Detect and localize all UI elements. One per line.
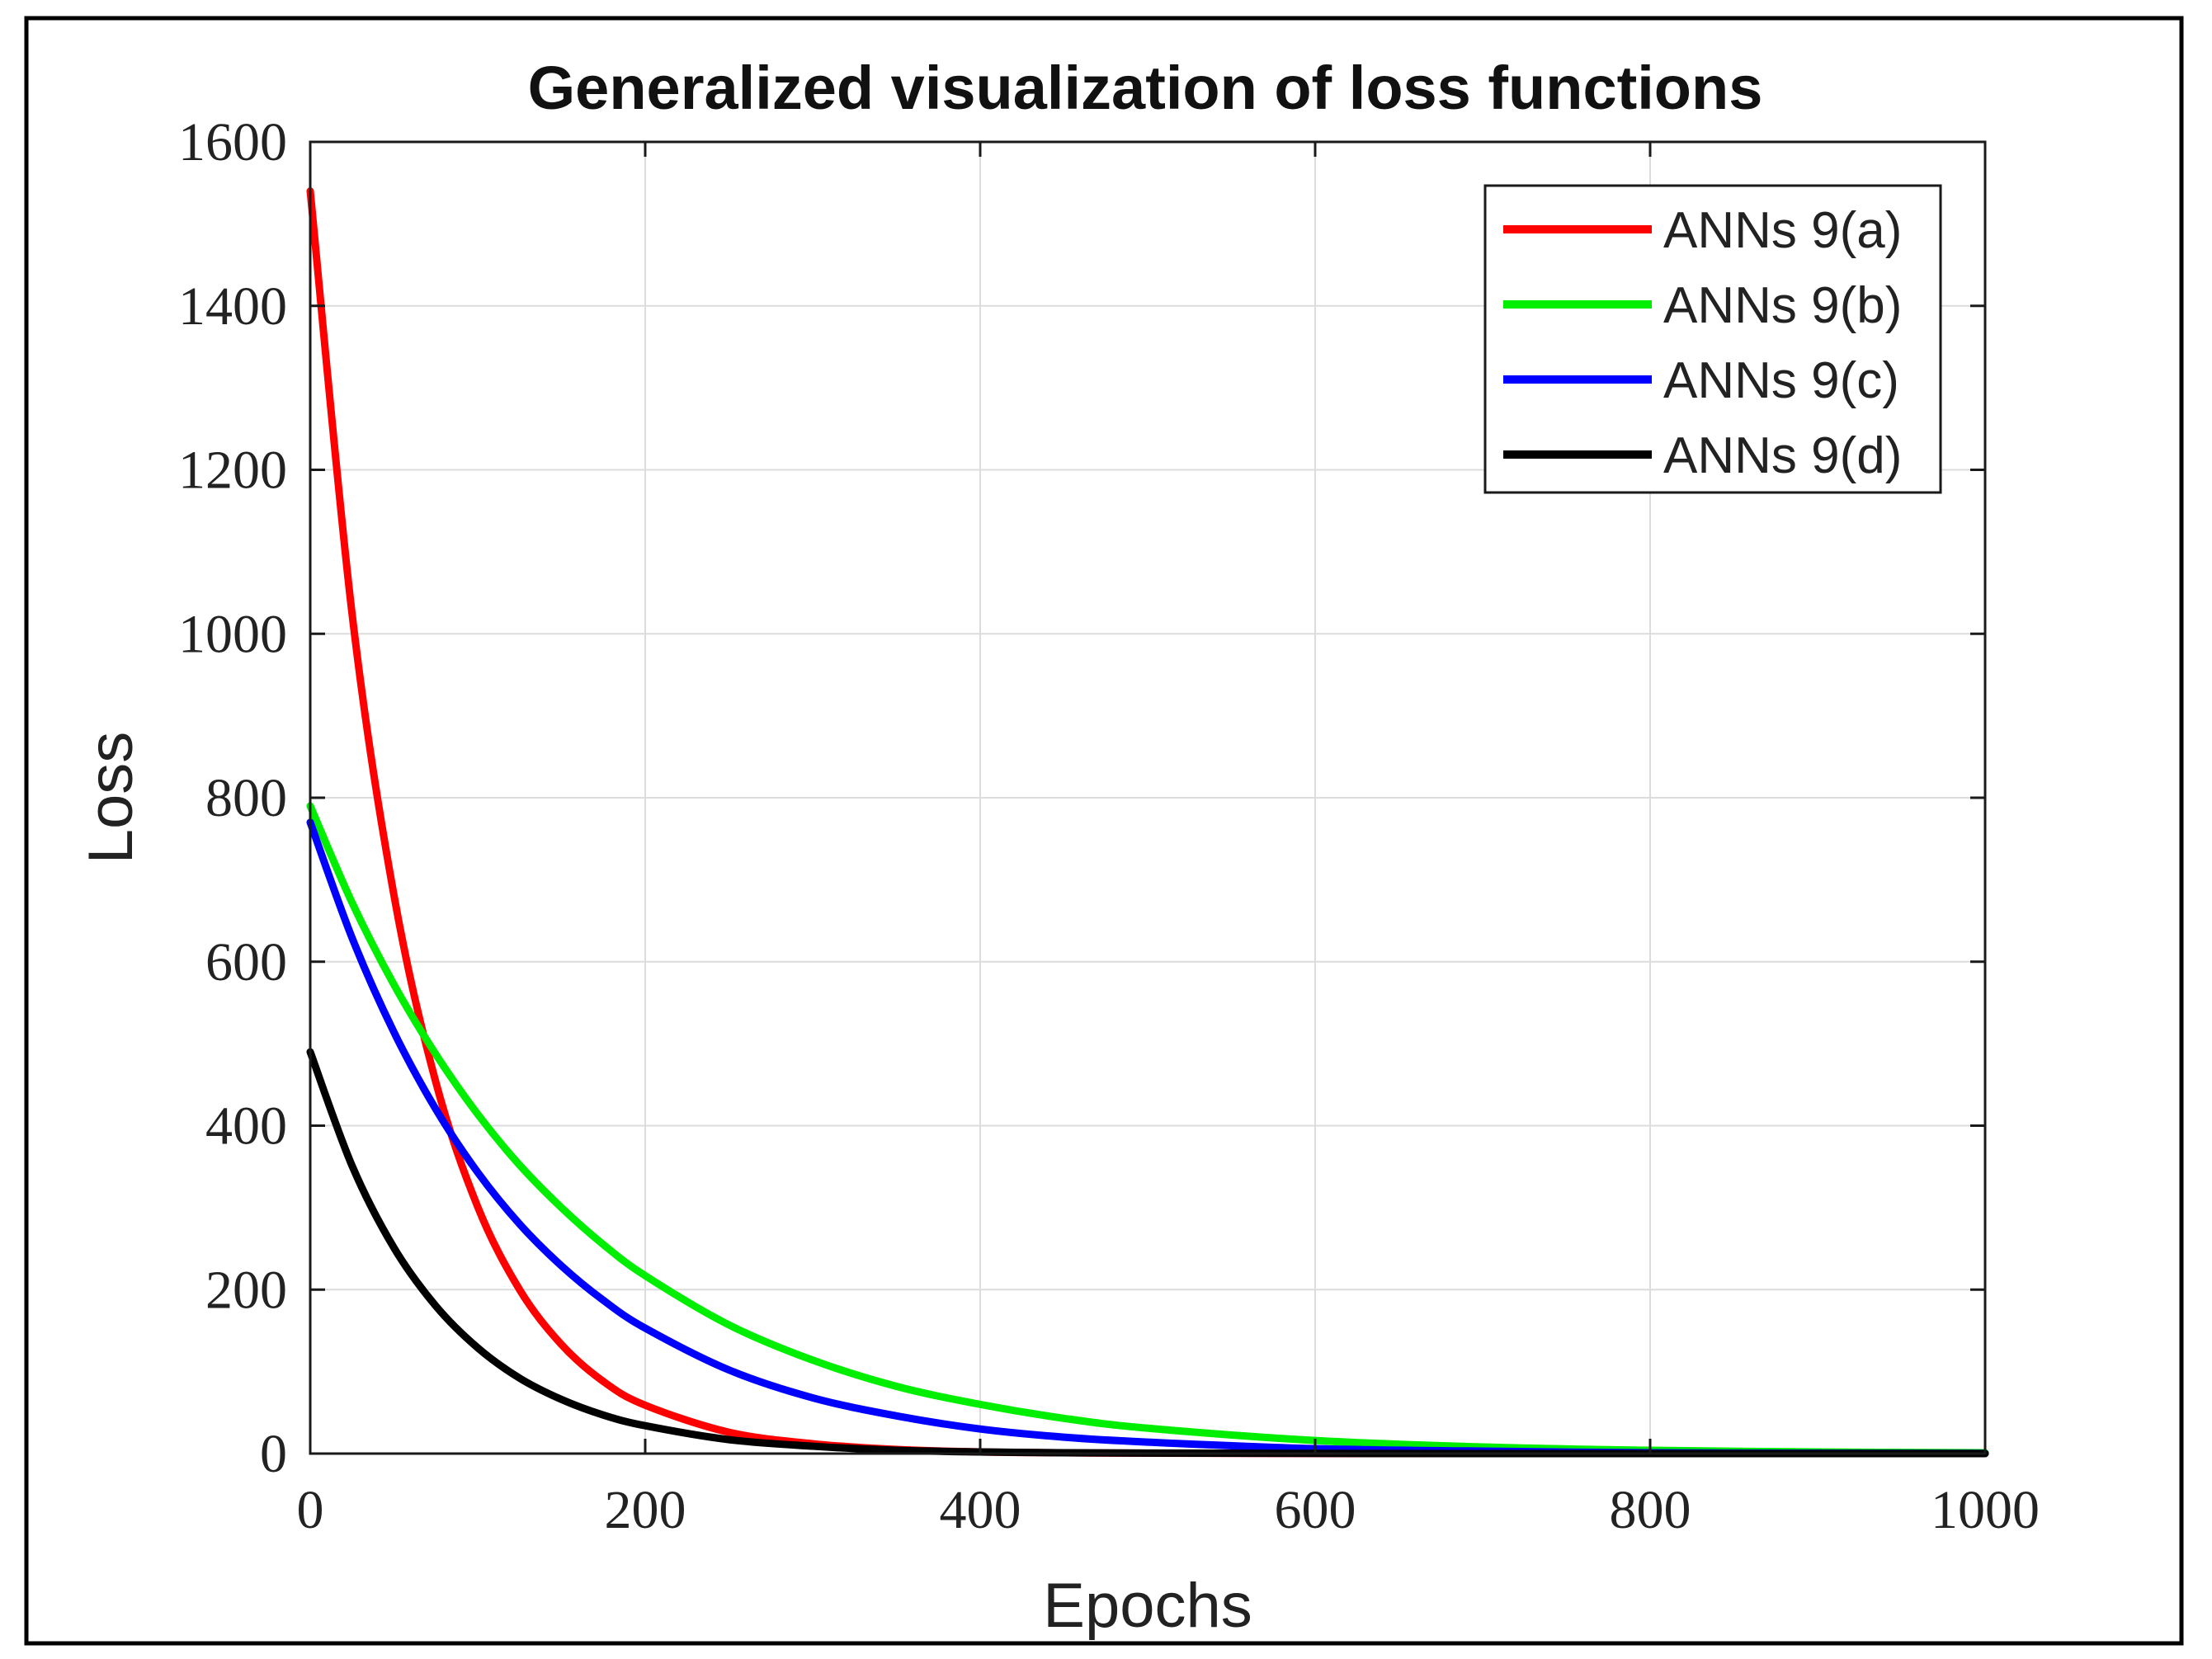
y-tick-label: 400 <box>205 1096 287 1157</box>
chart-title: Generalized visualization of loss functi… <box>528 54 1763 122</box>
y-tick-label: 1600 <box>178 112 287 172</box>
x-tick-label: 200 <box>605 1480 686 1540</box>
x-tick-label: 0 <box>297 1480 324 1540</box>
y-tick-label: 200 <box>205 1260 287 1320</box>
legend: ANNs 9(a) ANNs 9(b) ANNs 9(c) ANNs 9(d) <box>1483 184 1942 494</box>
legend-box <box>1483 184 1942 494</box>
legend-label-a: ANNs 9(a) <box>1663 202 1902 259</box>
legend-label-c: ANNs 9(c) <box>1663 352 1899 409</box>
y-tick-label: 1400 <box>178 276 287 337</box>
x-tick-label: 1000 <box>1931 1480 2040 1540</box>
legend-label-b: ANNs 9(b) <box>1663 277 1902 334</box>
series-layer <box>306 187 1989 1458</box>
x-axis-label: Epochs <box>1043 1571 1252 1641</box>
x-tick-label: 400 <box>940 1480 1021 1540</box>
y-tick-label: 0 <box>260 1424 287 1484</box>
y-tick-label: 600 <box>205 932 287 992</box>
x-tick-label: 800 <box>1610 1480 1691 1540</box>
y-tick-label: 800 <box>205 768 287 828</box>
tick-layer: 0 200 400 600 800 1000 0 200 400 600 800 1000 1200 14… <box>178 112 2040 1540</box>
x-tick-label: 600 <box>1275 1480 1356 1540</box>
y-tick-label: 1000 <box>178 604 287 664</box>
y-tick-label: 1200 <box>178 441 287 501</box>
y-axis-label: Loss <box>76 732 146 865</box>
legend-label-d: ANNs 9(d) <box>1663 427 1902 484</box>
